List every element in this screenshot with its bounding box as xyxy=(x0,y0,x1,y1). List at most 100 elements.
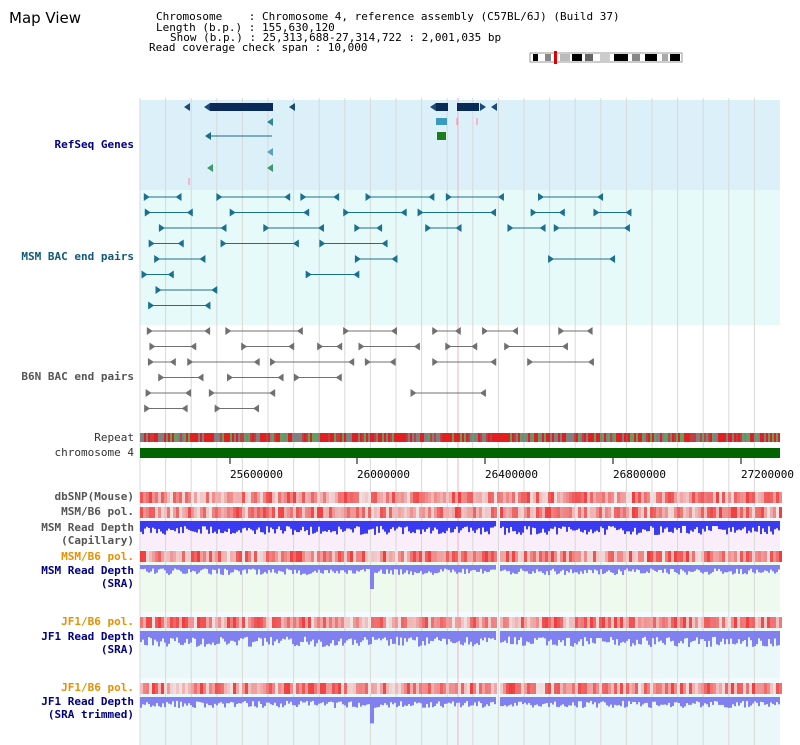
msm-pol2-strip xyxy=(422,551,425,562)
msm-sra-depth-bar xyxy=(626,565,628,569)
jf1-pol-strip xyxy=(323,617,326,628)
msm-sra-depth-bar xyxy=(536,565,538,570)
b6n-bac-label[interactable]: B6N BAC end pairs xyxy=(21,370,134,383)
jf1-depth-bar xyxy=(156,631,158,642)
msm-cap-depth-bar xyxy=(656,521,658,535)
msm-cap-depth-bar xyxy=(734,521,736,533)
msm-pol-strip xyxy=(248,507,251,518)
msm-cap-depth-bar xyxy=(494,521,496,527)
chromosome-info: Chromosome : Chromosome 4, reference ass… xyxy=(156,10,620,23)
dbsnp-strip xyxy=(395,492,398,503)
jf1-trim-depth-bar xyxy=(340,697,342,702)
msm-cap-depth-bar xyxy=(202,521,204,527)
msm-pol-strip xyxy=(317,507,320,518)
msm-cap-depth-bar xyxy=(288,521,290,527)
jf1-depth-bar xyxy=(148,631,150,638)
repeat-segment xyxy=(218,433,220,442)
b6n-bac-pair-end xyxy=(432,358,439,366)
jf1-pol2-strip xyxy=(269,683,272,694)
jf1-depth-bar xyxy=(648,631,650,645)
jf1-trim-depth-bar xyxy=(730,697,732,708)
jf1-depth-bar xyxy=(416,631,418,637)
msm-sra-depth-bar xyxy=(174,565,176,569)
msm-pol2-strip xyxy=(710,551,713,562)
jf1-pol2-strip xyxy=(179,683,182,694)
msm-sra-depth-bar xyxy=(198,565,200,573)
msm-pol2-strip xyxy=(482,551,485,562)
msm-sra-depth-bar xyxy=(716,565,718,571)
jf1-pol2-strip xyxy=(224,683,227,694)
jf1-pol-strip xyxy=(341,617,344,628)
jf1-depth-bar xyxy=(398,631,400,646)
msm-sra-depth-bar xyxy=(482,565,484,574)
msm-sra-depth-bar xyxy=(542,565,544,574)
msm-pol2-strip xyxy=(248,551,251,562)
dbsnp-strip xyxy=(431,492,434,503)
msm-sra-depth-bar xyxy=(724,565,726,573)
jf1-pol2-strip xyxy=(545,683,548,694)
refseq-genes-label[interactable]: RefSeq Genes xyxy=(54,138,134,151)
jf1-depth-bar xyxy=(572,631,574,647)
msm-pol-strip xyxy=(713,507,716,518)
msm-pol-strip xyxy=(572,507,575,518)
jf1-pol-strip xyxy=(734,617,737,628)
jf1-pol2-strip xyxy=(194,683,197,694)
jf1-pol2-strip xyxy=(251,683,254,694)
jf1-depth-bar xyxy=(752,631,754,647)
jf1-depth-bar xyxy=(236,631,238,646)
jf1-trim-depth-bar xyxy=(758,697,760,707)
jf1-trim-depth-bar xyxy=(762,697,764,703)
jf1-pol-strip xyxy=(227,617,230,628)
jf1-trim-depth-bar xyxy=(682,697,684,708)
dbsnp-strip xyxy=(518,492,521,503)
msm-pol2-strip xyxy=(329,551,332,562)
msm-bac-label[interactable]: MSM BAC end pairs xyxy=(21,250,134,263)
jf1-pol-strip xyxy=(710,617,713,628)
jf1-depth-bar xyxy=(400,631,402,638)
jf1-depth-bar xyxy=(308,631,310,645)
msm-cap-depth-bar xyxy=(476,521,478,530)
msm-bac-pair-end xyxy=(216,193,223,201)
jf1-trim-depth-bar xyxy=(200,697,202,703)
msm-sra-depth-bar xyxy=(476,565,478,572)
msm-sra-depth-bar xyxy=(378,565,380,572)
jf1-pol2-strip xyxy=(506,683,509,694)
dbsnp-strip xyxy=(182,492,185,503)
msm-cap-depth-bar xyxy=(698,521,700,533)
jf1-depth-bar xyxy=(548,631,550,642)
jf1-depth-bar xyxy=(756,631,758,645)
msm-bac-pair-end xyxy=(623,224,630,232)
repeat-segment xyxy=(654,433,656,442)
jf1-pol2-strip xyxy=(233,683,236,694)
msm-sra-depth-bar xyxy=(348,565,350,571)
repeat-segment xyxy=(216,433,218,442)
msm-cap-depth-bar xyxy=(594,521,596,532)
msm-cap-depth-bar xyxy=(200,521,202,534)
jf1-trim-depth-bar xyxy=(502,697,504,707)
msm-sra-depth-bar xyxy=(520,565,522,569)
dbsnp-strip xyxy=(398,492,401,503)
jf1-depth-bar xyxy=(618,631,620,646)
repeat-segment xyxy=(708,433,710,442)
msm-sra-depth-bar xyxy=(720,565,722,572)
dbsnp-strip xyxy=(392,492,395,503)
repeat-segment xyxy=(200,433,202,442)
msm-pol-strip xyxy=(770,507,773,518)
msm-sra-depth-bar xyxy=(200,565,202,571)
jf1-pol-strip xyxy=(272,617,275,628)
repeat-segment xyxy=(342,433,344,442)
jf1-depth-bar xyxy=(356,631,358,644)
msm-cap-depth-bar xyxy=(558,521,560,528)
msm-bac-pair-end xyxy=(445,193,452,201)
msm-pol2-strip xyxy=(542,551,545,562)
repeat-segment xyxy=(582,433,584,442)
dbsnp-strip xyxy=(305,492,308,503)
msm-cap-depth-bar xyxy=(732,521,734,528)
jf1-pol2-strip xyxy=(383,683,386,694)
jf1-trim-label-2: (SRA trimmed) xyxy=(47,708,134,721)
msm-cap-depth-bar xyxy=(738,521,740,530)
jf1-trim-depth-bar xyxy=(652,697,654,702)
msm-pol-strip xyxy=(371,507,374,518)
jf1-pol-strip xyxy=(617,617,620,628)
